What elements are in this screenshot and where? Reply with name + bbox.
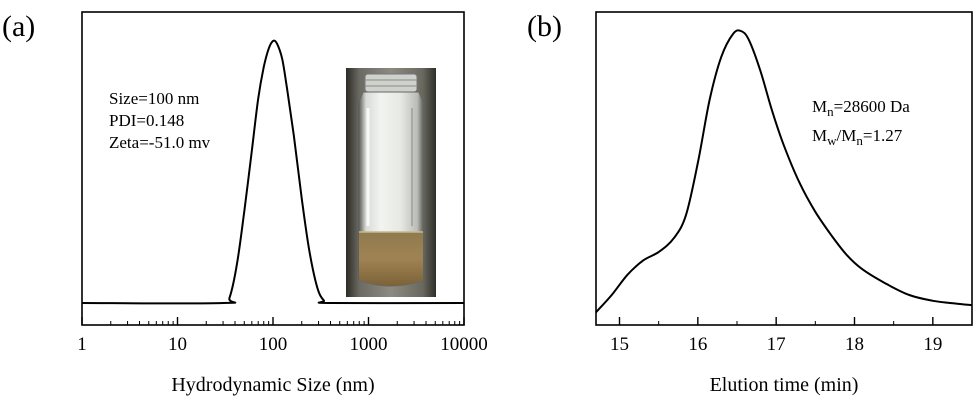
x-tick-label: 17 [767, 334, 786, 355]
annotation-mn: Mn=28600 Da [812, 97, 910, 119]
x-tick-label: 100 [259, 334, 288, 355]
x-tick-label: 16 [688, 334, 707, 355]
annotation-mw-sub: w [827, 133, 837, 148]
panel-label-b: (b) [527, 10, 562, 43]
x-ticks-a: 1 10 100 1000 10000 [77, 317, 488, 355]
annotation-mn-sub: n [827, 104, 834, 119]
annotation-mw-mid: /M [837, 126, 857, 145]
x-tick-label: 1 [77, 334, 87, 355]
x-axis-label-b: Elution time (min) [710, 374, 859, 396]
annotation-mw-sub2: n [856, 133, 863, 148]
elution-curve-line [595, 29, 973, 313]
x-tick-label: 1000 [350, 334, 388, 355]
vial-photo-inset [346, 68, 436, 297]
annotation-pdi: PDI=0.148 [109, 111, 184, 130]
annotation-mn-rest: =28600 Da [834, 97, 911, 116]
annotation-pdi-b: Mw/Mn=1.27 [812, 126, 903, 148]
annotation-size: Size=100 nm [109, 89, 199, 108]
size-distribution-line [81, 39, 465, 305]
annotation-mw-main: M [812, 126, 827, 145]
annotation-mn-main: M [812, 97, 827, 116]
x-ticks-b: 15 16 17 18 19 [610, 317, 942, 355]
plot-frame-b [595, 11, 973, 326]
annotation-zeta: Zeta=-51.0 mv [109, 133, 211, 152]
x-tick-label: 10000 [440, 334, 488, 355]
x-tick-label: 19 [923, 334, 942, 355]
x-axis-label-a: Hydrodynamic Size (nm) [171, 374, 374, 396]
x-tick-label: 15 [610, 334, 629, 355]
panel-label-a: (a) [2, 10, 35, 43]
annotation-mw-rest: =1.27 [863, 126, 903, 145]
x-tick-label: 18 [845, 334, 864, 355]
x-tick-label: 10 [168, 334, 187, 355]
